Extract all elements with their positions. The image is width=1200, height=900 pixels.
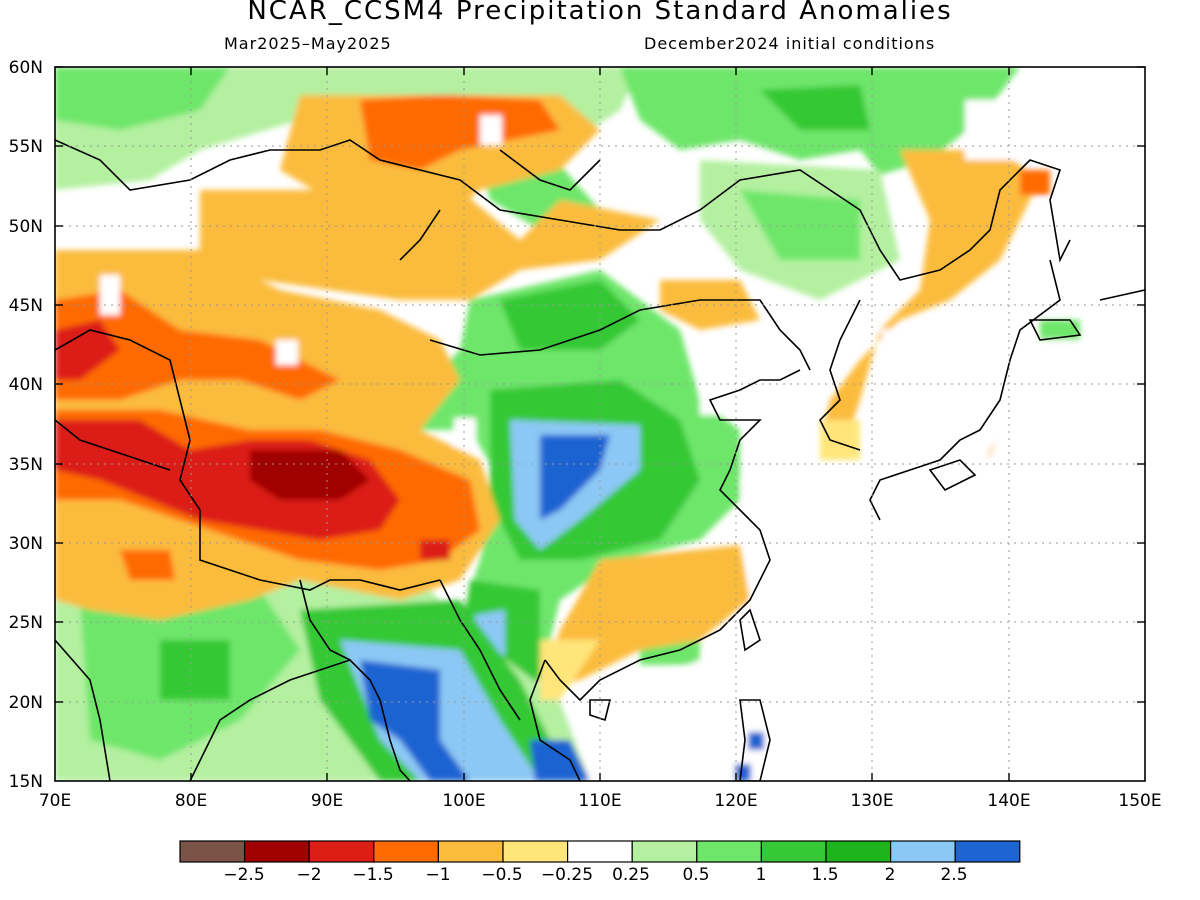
legend-swatch bbox=[696, 840, 762, 863]
lat-label: 55N bbox=[9, 137, 43, 157]
legend-label: 0.25 bbox=[612, 865, 650, 885]
lat-label: 25N bbox=[9, 613, 43, 633]
lon-label: 150E bbox=[1118, 791, 1161, 811]
legend-swatch bbox=[502, 840, 569, 863]
legend-label: −2 bbox=[296, 865, 321, 885]
legend-label: 0.5 bbox=[682, 865, 709, 885]
lat-label: 40N bbox=[9, 375, 43, 395]
legend-labels: −2.5 −2 −1.5 −1 −0.5 −0.25 0.25 0.5 1 1.… bbox=[223, 865, 967, 885]
lat-label: 45N bbox=[9, 296, 43, 316]
legend-label: −0.5 bbox=[481, 865, 522, 885]
legend-swatch bbox=[373, 840, 439, 863]
lat-label: 15N bbox=[9, 772, 43, 792]
lat-label: 35N bbox=[9, 455, 43, 475]
legend-label: −2.5 bbox=[223, 865, 264, 885]
lon-label: 110E bbox=[578, 791, 621, 811]
legend-swatch bbox=[244, 840, 310, 863]
legend-swatch bbox=[825, 840, 892, 863]
lat-label: 50N bbox=[9, 217, 43, 237]
map-ticks bbox=[55, 66, 1145, 781]
legend-label: −1.5 bbox=[352, 865, 393, 885]
legend-label: −0.25 bbox=[541, 865, 593, 885]
legend-swatch bbox=[889, 840, 956, 863]
latitude-labels: 60N 55N 50N 45N 40N 35N 30N 25N 20N 15N bbox=[9, 58, 43, 792]
initial-conditions: December2024 initial conditions bbox=[644, 34, 936, 53]
legend-label: 1.5 bbox=[811, 865, 838, 885]
forecast-period: Mar2025–May2025 bbox=[224, 34, 392, 53]
lat-label: 30N bbox=[9, 534, 43, 554]
lon-label: 80E bbox=[175, 791, 207, 811]
legend-label: 1 bbox=[756, 865, 767, 885]
lat-label: 20N bbox=[9, 693, 43, 713]
legend-label: 2 bbox=[885, 865, 896, 885]
legend-swatch bbox=[308, 840, 375, 863]
color-legend: −2.5 −2 −1.5 −1 −0.5 −0.25 0.25 0.5 1 1.… bbox=[179, 840, 1021, 885]
legend-label: 2.5 bbox=[940, 865, 967, 885]
legend-swatch bbox=[179, 840, 246, 863]
graticule bbox=[55, 67, 1145, 781]
lon-label: 130E bbox=[850, 791, 893, 811]
longitude-labels: 70E 80E 90E 100E 110E 120E 130E 140E 150… bbox=[39, 791, 1162, 811]
legend-swatch bbox=[954, 840, 1021, 863]
lat-label: 60N bbox=[9, 58, 43, 78]
lon-label: 120E bbox=[714, 791, 757, 811]
lon-label: 100E bbox=[442, 791, 485, 811]
legend-swatch bbox=[437, 840, 504, 863]
legend-swatch bbox=[566, 840, 633, 863]
lon-label: 140E bbox=[987, 791, 1030, 811]
legend-swatches bbox=[179, 840, 1021, 863]
coastlines bbox=[55, 139, 1145, 781]
legend-swatch bbox=[631, 840, 698, 863]
map-title: NCAR_CCSM4 Precipitation Standard Anomal… bbox=[247, 0, 953, 26]
lon-label: 70E bbox=[39, 791, 71, 811]
lon-label: 90E bbox=[311, 791, 343, 811]
anomaly-map bbox=[54, 66, 1146, 782]
legend-label: −1 bbox=[425, 865, 450, 885]
legend-swatch bbox=[760, 840, 827, 863]
